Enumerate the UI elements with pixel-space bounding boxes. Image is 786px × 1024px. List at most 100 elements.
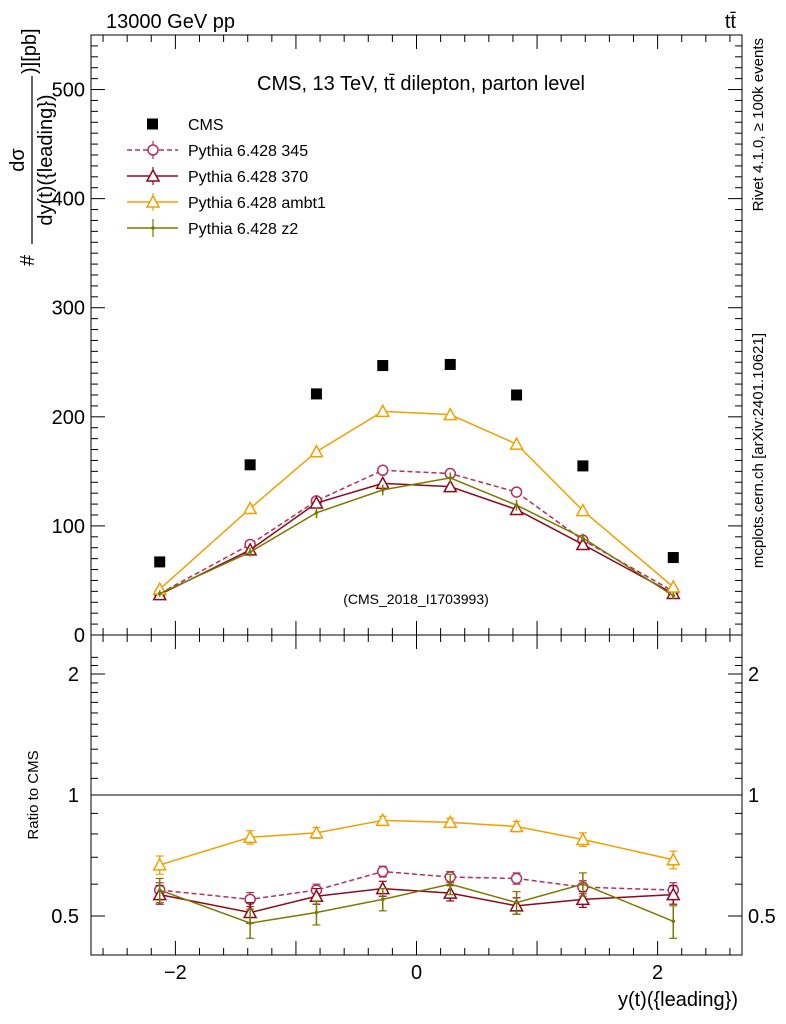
ratio-point <box>509 818 524 833</box>
x-tick-label: 0 <box>411 962 422 984</box>
ratio-line <box>159 870 674 901</box>
y-tick-label: 200 <box>52 407 85 429</box>
ratio-point <box>581 882 585 886</box>
legend-label: CMS <box>188 117 224 134</box>
x-axis-label: y(t)({leading}) <box>618 989 738 1011</box>
ratio-point <box>442 814 458 829</box>
y-axis-label-numerator: dσ <box>7 148 29 172</box>
series-point <box>442 479 458 493</box>
ratio-point <box>448 882 453 886</box>
series-point <box>314 511 319 515</box>
x-tick-label: 2 <box>652 962 663 984</box>
series-point <box>309 444 324 458</box>
ratio-layer <box>152 812 681 939</box>
cms-data-point <box>377 360 389 372</box>
legend-entry: Pythia 6.428 z2 <box>127 219 298 238</box>
legend: CMS Pythia 6.428 345 Pythia 6.428 370 Pythi… <box>127 117 326 238</box>
series-line <box>159 469 674 595</box>
y-tick-label: 400 <box>52 189 85 211</box>
y-axis-label: # dσ dy(t)({leading}) )][pb] <box>7 28 57 266</box>
y-tick-label: 0 <box>74 625 85 647</box>
series-point <box>376 464 389 477</box>
ratio-axis-label: Ratio to CMS <box>25 750 42 839</box>
y-tick-label: 100 <box>52 516 85 538</box>
series-2 <box>152 403 681 595</box>
ratio-point <box>309 825 324 839</box>
legend-marker <box>151 226 155 230</box>
legend-marker <box>147 144 159 156</box>
legend-label: Pythia 6.428 ambt1 <box>188 195 326 212</box>
ratio-point <box>376 865 389 878</box>
ratio-point <box>666 852 681 866</box>
ratio-tick-label-right: 1 <box>748 785 759 807</box>
series-point <box>575 503 591 517</box>
series-point <box>380 488 385 492</box>
legend-entry: Pythia 6.428 ambt1 <box>127 193 326 212</box>
ratio-point <box>380 897 385 902</box>
legend-label: Pythia 6.428 345 <box>188 143 308 160</box>
series-point <box>157 591 162 596</box>
cms-data-point <box>154 556 166 568</box>
series-point <box>510 486 523 498</box>
ratio-point <box>375 812 391 827</box>
mcplots-label: mcplots.cern.ch [arXiv:2401.10621] <box>750 333 767 568</box>
axis-ticks: 0 100 200 300 400 500 −2 0 2 0.5 0.5 1 1 2 2 <box>51 35 776 984</box>
cms-data-point <box>667 552 679 564</box>
y-axis-label-prefix: # <box>17 254 39 266</box>
analysis-watermark: (CMS_2018_I1703993) <box>343 591 489 607</box>
cms-data-point <box>577 460 589 472</box>
ratio-point <box>152 857 167 871</box>
ratio-point <box>157 888 162 892</box>
series-point <box>575 536 591 551</box>
series-point <box>514 503 519 507</box>
series-1 <box>152 475 681 601</box>
ratio-tick-label: 0.5 <box>51 906 79 928</box>
chart-title: CMS, 13 TeV, tt̄ dilepton, parton level <box>257 73 585 95</box>
series-3 <box>157 472 676 599</box>
ratio-tick-label: 1 <box>68 785 79 807</box>
series-layer <box>152 403 681 601</box>
cms-data-point <box>244 459 256 471</box>
header-collision-label: 13000 GeV pp <box>106 11 235 33</box>
ratio-line <box>159 887 674 914</box>
ratio-point <box>510 872 523 885</box>
series-line <box>159 482 674 596</box>
legend-cms-swatch <box>147 118 158 130</box>
header-process-label: tt̄ <box>725 11 737 33</box>
legend-label: Pythia 6.428 z2 <box>188 221 298 238</box>
legend-entry: Pythia 6.428 345 <box>127 141 308 160</box>
ratio-point <box>242 829 258 844</box>
y-axis-label-suffix: )][pb] <box>19 28 41 74</box>
series-point <box>375 403 391 418</box>
series-point <box>666 579 681 593</box>
ratio-tick-label-right: 2 <box>748 664 759 686</box>
series-point <box>248 550 252 554</box>
data-points <box>154 358 679 568</box>
series-point <box>509 436 524 450</box>
y-tick-label: 500 <box>52 80 85 102</box>
cms-data-point <box>444 358 456 370</box>
cms-data-point <box>511 389 523 401</box>
ratio-point <box>514 900 519 905</box>
cms-data-point <box>310 388 322 400</box>
ratio-line <box>159 883 674 924</box>
ratio-point <box>671 919 676 924</box>
ratio-series-2 <box>152 812 681 875</box>
ratio-series-0 <box>153 865 680 908</box>
legend-entry: Pythia 6.428 370 <box>127 167 308 186</box>
y-axis-label-denominator: dy(t)({leading}) <box>35 94 57 225</box>
x-tick-label: −2 <box>164 962 187 984</box>
legend-marker <box>145 168 161 182</box>
y-tick-label: 300 <box>52 298 85 320</box>
legend-entry: CMS <box>147 117 224 134</box>
legend-marker <box>145 194 161 208</box>
ratio-tick-label-right: 0.5 <box>748 906 776 928</box>
legend-label: Pythia 6.428 370 <box>188 169 308 186</box>
series-point <box>581 536 585 540</box>
ratio-point <box>248 921 252 925</box>
ratio-point <box>575 831 591 846</box>
series-point <box>448 476 453 480</box>
series-point <box>242 500 258 515</box>
ratio-tick-label: 2 <box>68 664 79 686</box>
